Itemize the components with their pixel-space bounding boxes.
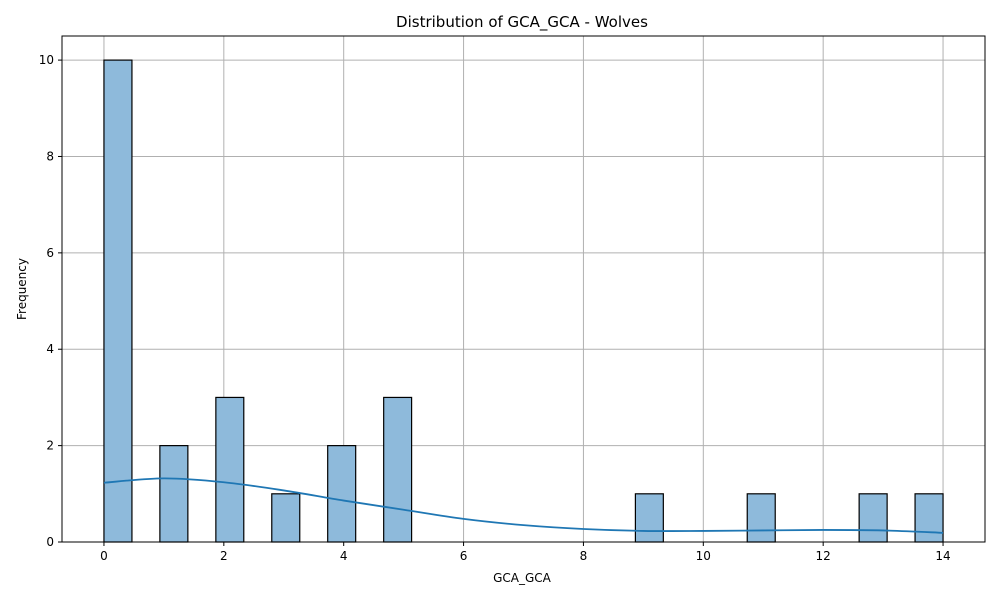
y-axis-label: Frequency xyxy=(15,258,29,320)
plot-frame xyxy=(61,35,986,543)
grid xyxy=(62,36,985,543)
x-tick-label: 14 xyxy=(935,549,950,563)
y-tick-label: 0 xyxy=(46,535,54,549)
histogram-bar xyxy=(914,493,944,543)
histogram-bar xyxy=(103,59,133,543)
bars xyxy=(103,59,944,543)
x-tick-label: 0 xyxy=(100,549,108,563)
x-tick-label: 10 xyxy=(696,549,711,563)
x-tick-label: 2 xyxy=(220,549,228,563)
x-tick-label: 6 xyxy=(460,549,468,563)
kde-curve xyxy=(103,477,944,534)
histogram-bar xyxy=(327,445,357,543)
x-tick-label: 4 xyxy=(340,549,348,563)
histogram-bar xyxy=(746,493,776,543)
y-tick-label: 2 xyxy=(46,439,54,453)
x-tick-label: 12 xyxy=(816,549,831,563)
x-axis-label: GCA_GCA xyxy=(493,571,552,585)
histogram-bar xyxy=(159,445,189,543)
x-axis-ticks: 0 2 4 6 8 10 12 14 xyxy=(100,542,951,563)
x-tick-label: 8 xyxy=(580,549,588,563)
histogram-bar xyxy=(215,396,245,543)
y-tick-label: 8 xyxy=(46,149,54,163)
kde-line xyxy=(103,477,944,534)
histogram-bar xyxy=(383,396,413,543)
histogram-bar xyxy=(634,493,664,543)
y-axis-ticks: 0 2 4 6 8 10 xyxy=(39,53,62,549)
histogram-bar xyxy=(858,493,888,543)
chart-title: Distribution of GCA_GCA - Wolves xyxy=(396,13,648,32)
histogram-bar xyxy=(271,493,301,543)
y-tick-label: 4 xyxy=(46,342,54,356)
y-tick-label: 6 xyxy=(46,246,54,260)
y-tick-label: 10 xyxy=(39,53,54,67)
